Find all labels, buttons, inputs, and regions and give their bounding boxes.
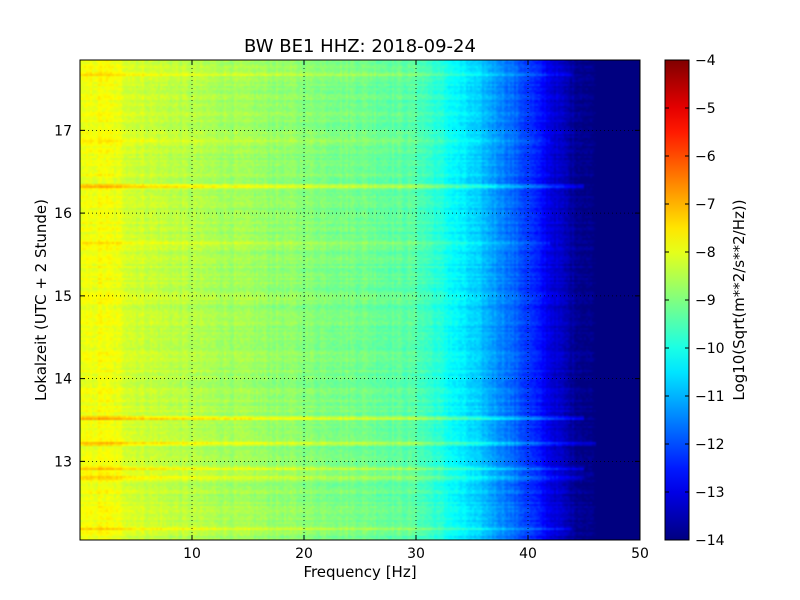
y-tick-label-0: 13 [54, 454, 72, 470]
colorbar-label: Log10(Sqrt(m**2/s**2/Hz)) [730, 199, 748, 400]
y-axis: 13 14 15 16 17 [54, 123, 640, 470]
grid-lines [80, 60, 640, 540]
x-tick-label-4: 50 [631, 546, 649, 562]
x-tick-label-0: 10 [183, 546, 201, 562]
colorbar-tick-label-7: −11 [695, 389, 725, 405]
y-tick-label-4: 17 [54, 123, 72, 139]
colorbar-tick-label-6: −10 [695, 341, 725, 357]
chart-title: BW BE1 HHZ: 2018-09-24 [244, 36, 476, 57]
x-tick-label-3: 40 [519, 546, 537, 562]
y-tick-label-1: 14 [54, 372, 72, 388]
colorbar-tick-label-5: −9 [695, 293, 716, 309]
colorbar-tick-label-10: −14 [695, 533, 725, 549]
colorbar-tick-label-4: −8 [695, 245, 716, 261]
x-tick-label-2: 30 [407, 546, 425, 562]
spectrogram-raster [80, 60, 640, 540]
spectrogram-image [80, 60, 640, 540]
colorbar-ticks: −4 −5 −6 −7 −8 −9 −10 −11 −12 −13 −14 [665, 53, 725, 549]
colorbar-tick-label-8: −12 [695, 437, 725, 453]
y-axis-label: Lokalzeit (UTC + 2 Stunde) [32, 199, 50, 401]
y-tick-label-3: 16 [54, 206, 72, 222]
plot-frame [79, 59, 641, 541]
x-tick-label-1: 20 [295, 546, 313, 562]
x-axis-label: Frequency [Hz] [303, 563, 416, 581]
y-tick-label-2: 15 [54, 289, 72, 305]
colorbar-tick-label-3: −7 [695, 197, 716, 213]
x-axis: 10 20 30 40 50 [183, 60, 649, 562]
colorbar-tick-label-1: −5 [695, 101, 716, 117]
colorbar-tick-label-9: −13 [695, 485, 725, 501]
colorbar-tick-label-0: −4 [695, 53, 716, 69]
colorbar: −4 −5 −6 −7 −8 −9 −10 −11 −12 −13 −14 [664, 53, 725, 549]
colorbar-tick-label-2: −6 [695, 149, 716, 165]
